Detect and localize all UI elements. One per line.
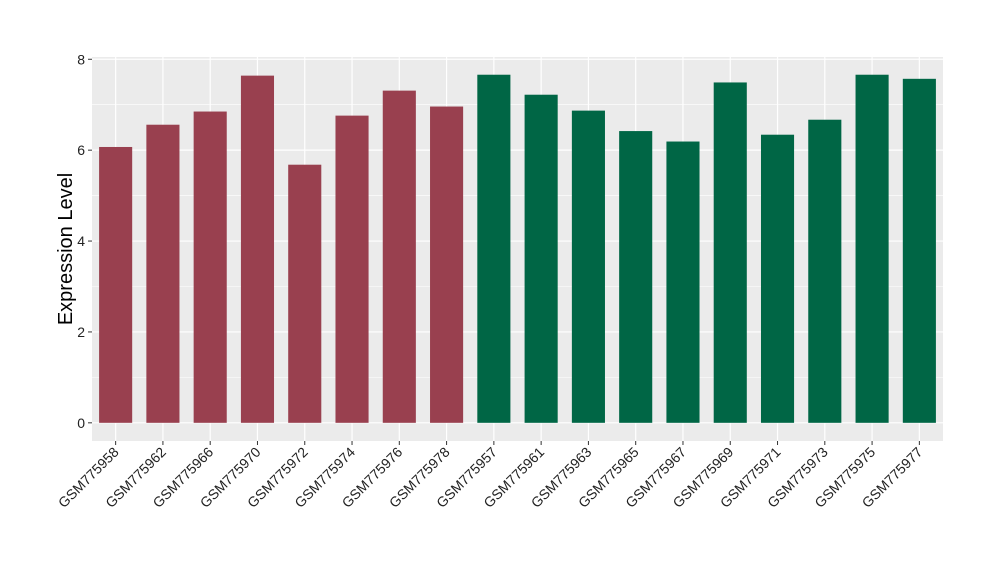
y-axis: 0 2 4 6 8 bbox=[77, 51, 92, 431]
bar bbox=[666, 141, 700, 423]
bar bbox=[808, 119, 842, 423]
bar bbox=[382, 90, 416, 423]
y-tick-label: 8 bbox=[77, 51, 85, 67]
bars bbox=[99, 74, 936, 423]
y-tick-label: 4 bbox=[77, 233, 85, 249]
bar bbox=[619, 131, 653, 423]
bar bbox=[430, 106, 464, 423]
bar bbox=[146, 124, 180, 423]
bar bbox=[713, 82, 747, 423]
bar bbox=[99, 146, 133, 423]
bar bbox=[760, 134, 795, 423]
plot-panel bbox=[92, 57, 943, 441]
bar bbox=[193, 111, 227, 423]
bar bbox=[571, 110, 605, 423]
bar bbox=[240, 75, 275, 423]
bar bbox=[335, 115, 369, 423]
y-tick-label: 6 bbox=[77, 142, 85, 158]
bar bbox=[288, 164, 322, 423]
bar bbox=[524, 94, 558, 423]
y-axis-title: Expression Level bbox=[55, 173, 77, 325]
y-tick-label: 2 bbox=[77, 324, 85, 340]
x-axis: GSM775958GSM775962GSM775966GSM775970GSM7… bbox=[55, 441, 926, 511]
bar bbox=[902, 78, 936, 423]
bar bbox=[477, 74, 511, 423]
bar bbox=[855, 74, 889, 423]
y-tick-label: 0 bbox=[77, 415, 85, 431]
